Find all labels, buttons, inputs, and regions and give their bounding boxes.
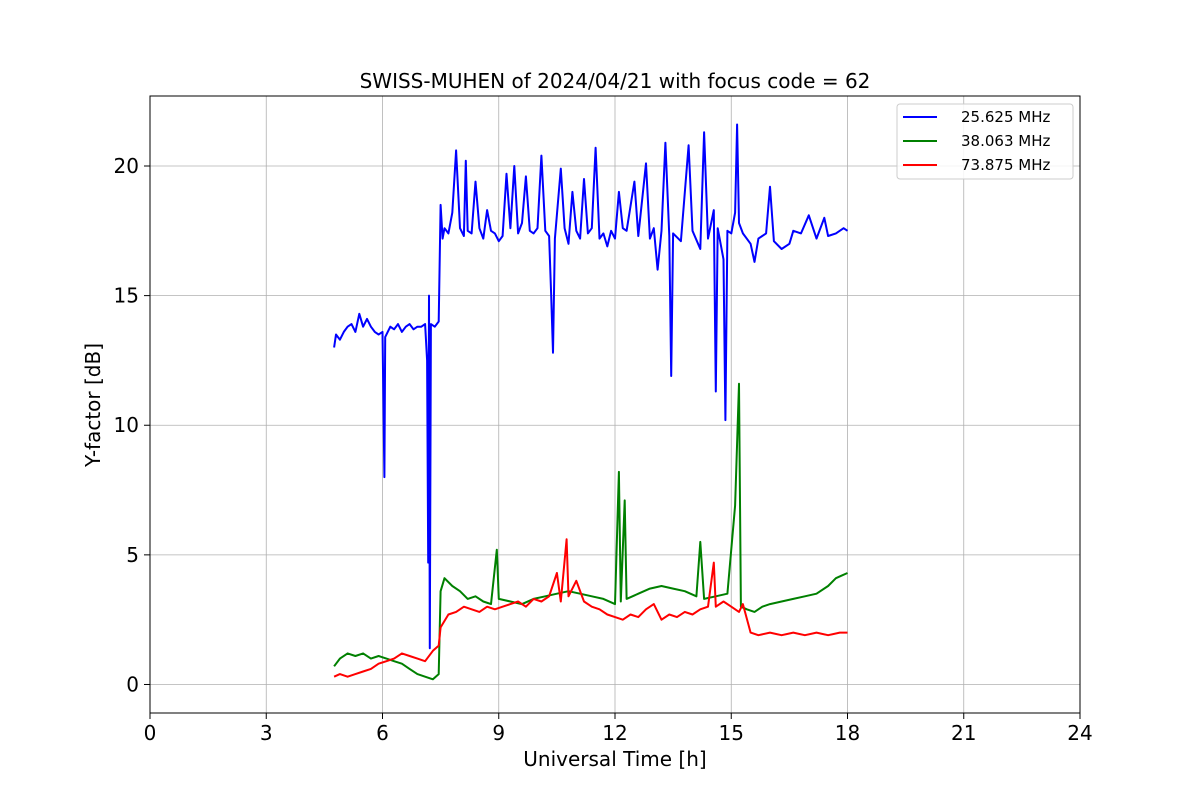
y-axis-label: Y-factor [dB]	[81, 343, 105, 468]
chart-title: SWISS-MUHEN of 2024/04/21 with focus cod…	[360, 69, 871, 93]
y-tick-label: 20	[114, 154, 139, 178]
x-tick-label: 0	[144, 721, 157, 745]
series-line-1	[333, 382, 848, 681]
x-tick-label: 6	[376, 721, 389, 745]
legend-label-2: 73.875 MHz	[961, 156, 1050, 174]
legend: 25.625 MHz 38.063 MHz 73.875 MHz	[896, 103, 1074, 180]
y-tick-label: 5	[126, 543, 139, 567]
grid	[149, 96, 1081, 713]
legend-box	[896, 103, 1074, 180]
x-axis-label: Universal Time [h]	[523, 747, 706, 771]
x-axis: 0 3 6 9 12 15 18 21 24	[144, 713, 1093, 745]
series-group	[333, 123, 849, 681]
legend-label-0: 25.625 MHz	[961, 108, 1050, 126]
y-tick-label: 10	[114, 413, 139, 437]
x-tick-label: 3	[260, 721, 273, 745]
y-tick-label: 15	[114, 284, 139, 308]
x-tick-label: 18	[835, 721, 860, 745]
y-tick-label: 0	[126, 672, 139, 696]
x-tick-label: 15	[719, 721, 744, 745]
x-tick-label: 9	[492, 721, 505, 745]
series-line-0	[333, 123, 849, 650]
y-axis: 0 5 10 15 20	[114, 154, 150, 696]
series-line-2	[333, 538, 848, 678]
x-tick-label: 24	[1067, 721, 1092, 745]
legend-label-1: 38.063 MHz	[961, 132, 1050, 150]
x-tick-label: 12	[602, 721, 627, 745]
x-tick-label: 21	[951, 721, 976, 745]
